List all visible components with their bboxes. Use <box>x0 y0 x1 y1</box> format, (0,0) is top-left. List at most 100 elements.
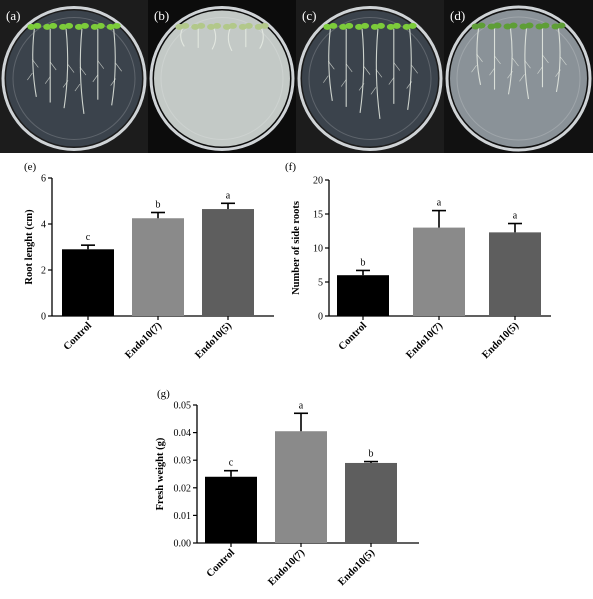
seedling-leaf <box>323 23 332 30</box>
y-tick-label: 0.04 <box>174 428 192 439</box>
significance-letter: b <box>361 257 366 268</box>
bar-control <box>205 476 257 543</box>
side-root <box>507 71 513 79</box>
seedling-root <box>375 28 381 119</box>
side-root <box>411 65 418 74</box>
y-tick-label: 20 <box>313 176 323 187</box>
side-root <box>476 53 483 63</box>
plate-photo-2: (b) <box>148 0 296 153</box>
seedling-leaf <box>392 22 401 29</box>
seedling-leaf <box>487 23 496 30</box>
y-tick-label: 10 <box>313 244 323 255</box>
y-tick-label: 4 <box>41 220 46 231</box>
seedling-root <box>328 28 333 101</box>
seedling-leaf <box>557 22 566 29</box>
significance-letter: a <box>226 190 231 201</box>
side-root <box>49 61 57 71</box>
seedling-leaf <box>207 23 216 30</box>
seedling-leaf <box>471 23 480 30</box>
x-tick-label: Endo10(7) <box>123 320 164 361</box>
y-tick-label: 0 <box>318 312 323 323</box>
seedling-leaf <box>370 23 379 30</box>
seedling-leaf <box>503 23 512 30</box>
seedling-root <box>359 28 365 113</box>
y-tick-label: 0.01 <box>174 511 192 522</box>
seedling-leaf <box>213 22 222 29</box>
seedling-leaf <box>339 23 348 30</box>
seedling-leaf <box>222 23 231 30</box>
seedling-leaf <box>254 23 263 30</box>
side-root <box>512 57 519 67</box>
side-root <box>393 62 401 71</box>
side-root <box>62 80 69 88</box>
side-root <box>79 66 87 76</box>
seedling-root <box>507 28 513 95</box>
bar-endo10-5- <box>489 232 541 316</box>
x-tick-label: Control <box>62 320 94 352</box>
petri-dish-agar <box>6 10 142 147</box>
seedling-leaf <box>509 22 518 29</box>
seedling-leaf <box>197 22 206 29</box>
y-axis-label: Root lenght (cm) <box>24 209 35 285</box>
side-root <box>328 61 335 70</box>
side-root <box>32 59 39 68</box>
side-root <box>358 83 365 91</box>
seedling-leaf <box>106 23 115 30</box>
seedling-leaf <box>49 22 58 29</box>
significance-letter: a <box>513 211 518 222</box>
x-tick-label: Endo10(5) <box>193 320 234 361</box>
seedling-leaf <box>228 22 237 29</box>
bar-endo10-7- <box>132 218 184 316</box>
side-root <box>44 76 51 84</box>
seedling-leaf <box>33 22 42 29</box>
side-root <box>97 60 105 69</box>
seedling-root <box>407 28 412 110</box>
side-root <box>524 59 531 69</box>
y-tick-label: 0 <box>41 312 46 323</box>
significance-letter: b <box>369 449 374 460</box>
y-tick-label: 0.03 <box>174 456 192 467</box>
seedling-root <box>180 28 185 47</box>
bar-endo10-5- <box>202 209 254 316</box>
side-root <box>388 77 395 85</box>
y-tick-label: 6 <box>41 174 46 185</box>
seedling-root <box>227 28 233 52</box>
panel-label: (f) <box>285 161 296 173</box>
seedling-leaf <box>65 22 74 29</box>
petri-dish-inner-ring <box>12 17 136 140</box>
side-root <box>471 64 477 73</box>
seedling-root <box>32 28 37 97</box>
seedling-root <box>63 28 69 109</box>
seedling-leaf <box>361 22 370 29</box>
seedling-leaf <box>90 23 99 30</box>
seedling-leaf <box>329 22 338 29</box>
seedling-leaf <box>74 23 83 30</box>
chart-fresh-weight: (g) 0.00 0.01 0.02 0.03 0.04 0.05 Fresh weight … <box>155 388 419 588</box>
seedling-leaf <box>493 22 502 29</box>
seedling-leaf <box>535 23 544 30</box>
side-root <box>489 67 495 76</box>
seedling-root <box>524 28 530 100</box>
seedling-leaf <box>551 23 560 30</box>
side-root <box>67 64 75 73</box>
seedling-root <box>476 28 482 86</box>
significance-letter: c <box>229 458 234 469</box>
y-tick-label: 0.05 <box>174 401 192 412</box>
petri-dish-agar <box>154 10 290 147</box>
petri-dish-inner-ring <box>160 17 284 140</box>
y-tick-label: 2 <box>41 266 46 277</box>
chart-root-length: (e) 0 2 4 6 Root lenght (cm) c Control b Endo10(7… <box>24 161 274 361</box>
plate-photo-strip: (a) (b) (c) (d) <box>0 0 593 153</box>
seedling-leaf <box>345 22 354 29</box>
x-tick-label: Control <box>337 320 369 352</box>
photo-panel-label: (c) <box>302 8 316 23</box>
y-tick-label: 0.00 <box>174 539 192 550</box>
plate-photo-3: (c) <box>296 0 444 153</box>
bar-control <box>62 249 114 316</box>
bar-endo10-5- <box>345 462 397 543</box>
seedling-root <box>111 28 116 106</box>
seedling-root <box>211 28 217 50</box>
y-axis-label: Number of side roots <box>291 201 302 295</box>
significance-letter: a <box>299 400 304 411</box>
side-root <box>370 87 377 95</box>
